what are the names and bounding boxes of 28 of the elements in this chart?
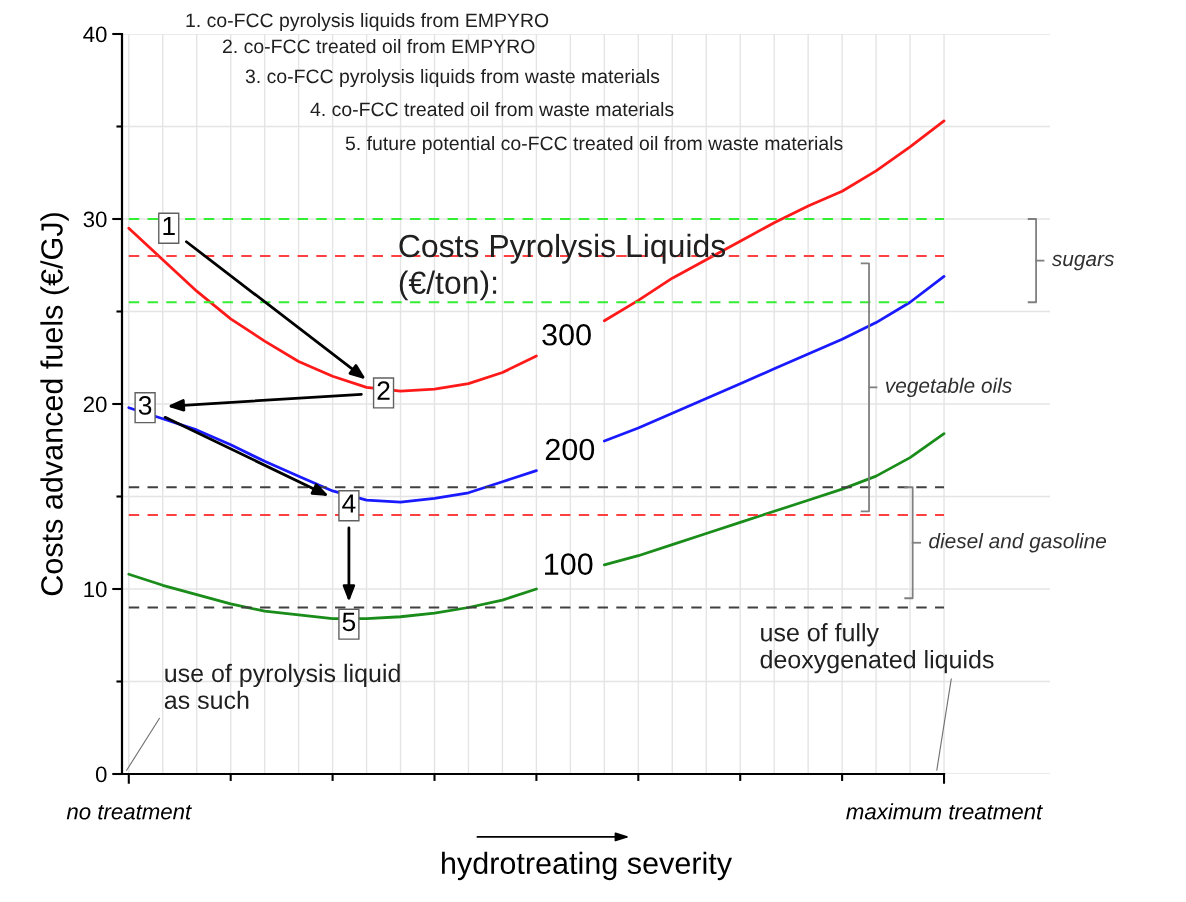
x-axis-title: hydrotreating severity bbox=[442, 851, 733, 881]
x-tick-label: no treatment bbox=[66, 804, 192, 820]
annotation: 200 bbox=[545, 438, 595, 461]
x-tick-label: maximum treatment bbox=[846, 803, 1043, 820]
annotation: 5. future potential co-FCC treated oil from waste materials bbox=[345, 135, 843, 155]
annotation: vegetable oils bbox=[885, 377, 1012, 398]
annotation: use of fully deoxygenated liquids bbox=[760, 623, 994, 674]
annotation: 5 bbox=[342, 612, 356, 632]
y-tick-label: 40 bbox=[83, 26, 107, 43]
y-axis-title: Costs advanced fuels (€/GJ) bbox=[40, 213, 69, 596]
annotation: 300 bbox=[542, 323, 591, 346]
y-tick-label: 10 bbox=[84, 581, 107, 598]
annotation: Costs Pyrolysis Liquids (€/ton): bbox=[399, 233, 726, 301]
y-tick-label: 20 bbox=[83, 396, 107, 413]
annotation: use of pyrolysis liquid as such bbox=[164, 663, 400, 710]
annotation: 2. co-FCC treated oil from EMPYRO bbox=[222, 38, 535, 54]
annotation: 3. co-FCC pyrolysis liquids from waste materials bbox=[245, 68, 660, 88]
text: sugars bbox=[1051, 254, 1114, 271]
y-tick-label: 30 bbox=[83, 211, 107, 228]
text: 1. co-FCC pyrolysis liquids from EMPYRO bbox=[186, 12, 549, 32]
annotation: 4 bbox=[342, 494, 356, 513]
annotation: diesel and gasoline bbox=[929, 533, 1107, 553]
y-tick-label: 0 bbox=[95, 766, 107, 783]
annotation: 100 bbox=[545, 553, 593, 575]
annotation: 1 bbox=[163, 216, 175, 236]
annotation: 3 bbox=[138, 396, 152, 415]
annotation: 4. co-FCC treated oil from waste materials bbox=[310, 101, 674, 117]
annotation: 2 bbox=[377, 381, 390, 400]
